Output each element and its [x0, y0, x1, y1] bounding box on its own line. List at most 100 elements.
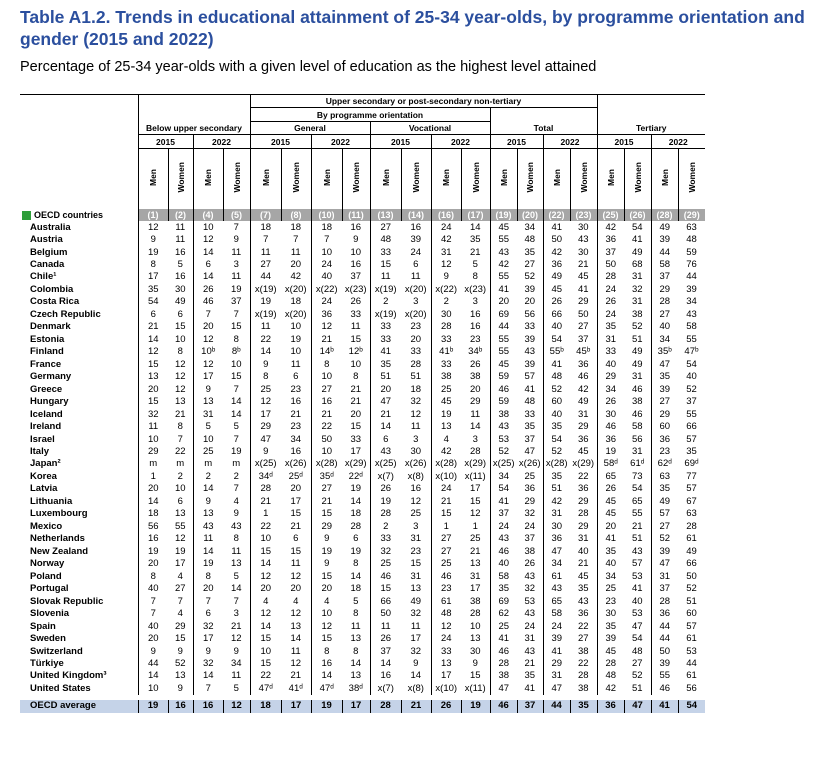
- table-cell: x(22): [310, 283, 342, 297]
- table-cell: 11: [410, 421, 421, 433]
- table-cell: x(19): [249, 283, 281, 297]
- table-cell: 66: [542, 308, 570, 322]
- table-cell: 45: [489, 358, 517, 371]
- table-cell: 18: [310, 221, 342, 234]
- table-cell: 15: [310, 570, 342, 583]
- column-number: (19): [489, 208, 517, 222]
- table-cell: 4: [249, 595, 281, 608]
- table-cell: 12: [174, 383, 186, 395]
- table-cell: 5: [233, 421, 239, 433]
- country-name: Latvia: [30, 483, 58, 495]
- table-cell: 3: [413, 296, 419, 308]
- header-year: 2015: [596, 134, 651, 149]
- table-row: Slovak Republic 7 7 7 7 4 4 4 5 66 49 61 38 69 53 65 43 2…: [20, 595, 705, 608]
- header-year: 2022: [542, 134, 597, 149]
- table-cell: 13: [192, 508, 223, 521]
- table-cell: 9: [233, 508, 239, 520]
- table-cell: 13: [469, 633, 481, 645]
- table-cell: 41: [631, 234, 643, 246]
- table-cell: 16: [174, 246, 186, 258]
- header-by-orientation: By programme orientation: [249, 107, 490, 122]
- table-cell: 9: [192, 383, 223, 396]
- table-cell: 32: [410, 645, 422, 657]
- column-number: (14): [400, 208, 431, 222]
- table-cell: 20: [596, 520, 624, 534]
- table-cell: 25: [410, 508, 422, 520]
- table-cell: 14: [192, 271, 223, 284]
- table-cell: 15: [137, 395, 168, 409]
- table-cell: 9: [233, 645, 239, 657]
- table-cell: 27: [174, 583, 186, 595]
- table-cell: x(25): [249, 458, 281, 471]
- header-general: General: [249, 121, 370, 136]
- table-cell: 15: [174, 321, 186, 333]
- table-cell: 1: [430, 520, 461, 534]
- table-row: Hungary 15 13 13 14 12 16 16 21 47 32 45 29 59 48 60 49 2…: [20, 395, 705, 409]
- table-cell: 62ᵈ: [650, 458, 678, 471]
- table-row: Luxembourg 18 13 13 9 1 15 15 18 28 25 15 12 37 32 31 28…: [20, 508, 705, 521]
- table-cell: 24: [524, 620, 536, 632]
- table-cell: 35: [686, 446, 697, 458]
- table-cell: x(20): [404, 308, 427, 320]
- table-cell: 17: [290, 495, 302, 507]
- table-cell: 14: [230, 583, 242, 595]
- header-men: Men: [203, 168, 213, 186]
- table-cell: 26: [596, 296, 624, 309]
- country-name: Slovak Republic: [30, 595, 104, 607]
- header-below-upper: Below upper secondary: [137, 121, 250, 136]
- table-cell: 36: [577, 433, 589, 445]
- table-cell: 9: [430, 271, 461, 284]
- table-cell: 42: [430, 233, 461, 247]
- table-cell: m: [192, 458, 223, 471]
- table-cell: 31: [410, 533, 422, 545]
- table-cell: 26: [469, 358, 481, 370]
- table-cell: 55: [489, 333, 517, 347]
- table-cell: 44: [650, 246, 678, 259]
- table-cell: 35: [596, 321, 624, 334]
- country-name: New Zealand: [30, 545, 89, 557]
- table-cell: 14: [192, 246, 223, 259]
- header-year: 2022: [310, 134, 370, 149]
- average-cell: 19: [460, 700, 490, 713]
- country-name: Austria: [30, 234, 63, 246]
- table-cell: 41ᵇ: [430, 346, 461, 359]
- table-cell: 22: [577, 620, 589, 632]
- average-cell: 17: [341, 700, 370, 713]
- table-row: Australia 12 11 10 7 18 18 18 16 27 16 24 14 45 34 41 30…: [20, 221, 705, 234]
- average-cell: 44: [542, 700, 570, 713]
- table-cell: 61: [686, 670, 697, 682]
- table-cell: 24: [489, 520, 517, 534]
- table-cell: 36: [650, 433, 678, 446]
- table-cell: 10: [249, 533, 281, 546]
- table-cell: 40: [542, 321, 570, 334]
- table-row: Israel 10 7 10 7 47 34 50 33 6 3 4 3 53 37 54 36 36 56 36 57: [20, 433, 705, 446]
- table-cell: 8: [137, 258, 168, 272]
- table-cell: x(23): [464, 283, 487, 295]
- column-number: (20): [516, 208, 543, 222]
- table-cell: 20: [350, 408, 362, 420]
- table-cell: 4: [430, 433, 461, 446]
- table-cell: 8: [310, 645, 342, 658]
- table-cell: 39: [524, 333, 536, 345]
- table-cell: 27: [650, 395, 678, 409]
- column-number: (5): [222, 208, 250, 222]
- table-cell: 50: [577, 308, 589, 320]
- table-cell: 61ᵈ: [630, 458, 645, 470]
- table-cell: 10: [350, 246, 362, 258]
- table-cell: 28: [650, 595, 678, 608]
- table-cell: 35: [650, 483, 678, 496]
- table-cell: 31: [542, 508, 570, 521]
- table-cell: 28: [249, 483, 281, 496]
- table-cell: 9: [177, 645, 183, 657]
- table-cell: 20: [137, 632, 168, 646]
- table-cell: 28: [489, 657, 517, 671]
- table-cell: 39: [650, 545, 678, 558]
- table-cell: 14: [192, 545, 223, 558]
- table-cell: 34: [230, 657, 242, 669]
- table-cell: 11: [231, 246, 242, 258]
- table-cell: 30: [430, 308, 461, 322]
- table-cell: x(29): [572, 458, 595, 470]
- table-cell: 20: [489, 296, 517, 309]
- table-cell: 38: [430, 370, 461, 384]
- table-cell: 12: [192, 333, 223, 347]
